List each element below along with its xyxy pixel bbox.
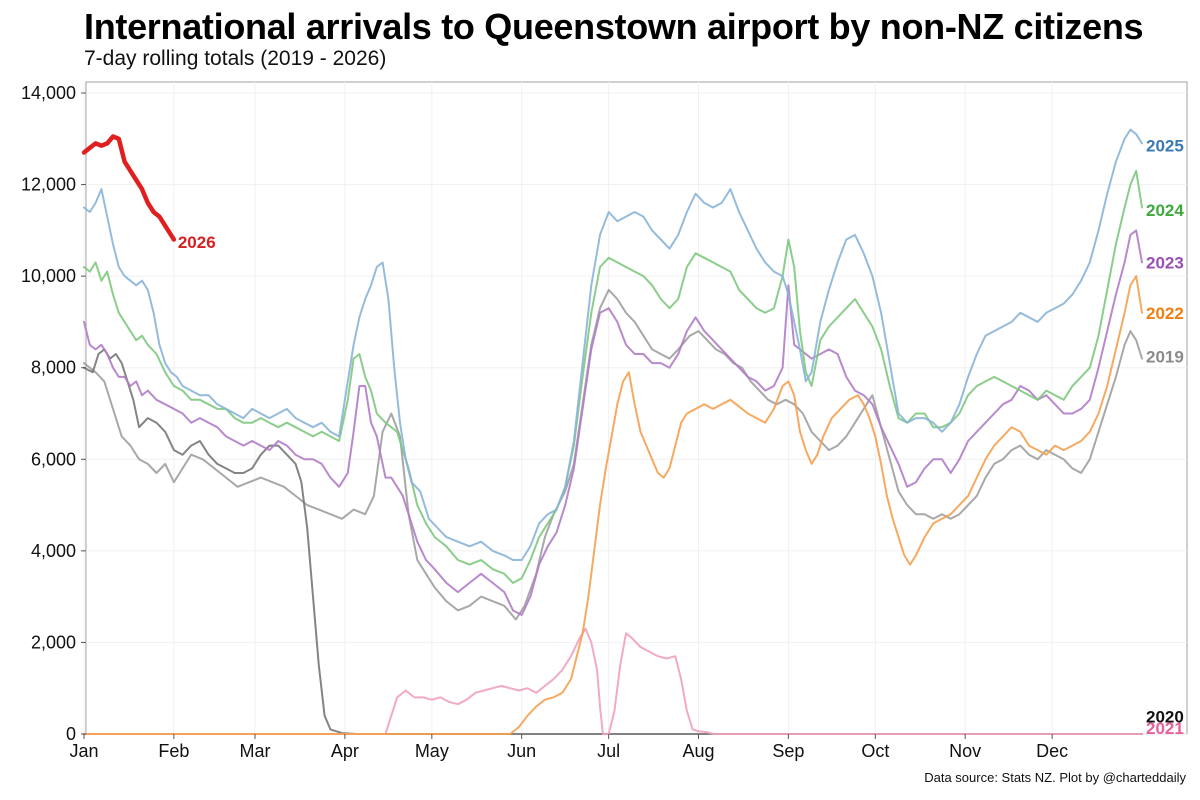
chart-title: International arrivals to Queenstown air… (84, 6, 1144, 47)
x-tick-label: May (415, 741, 449, 761)
end-label-2020: 2020 (1146, 708, 1184, 727)
series-line-2021 (83, 627, 1143, 735)
y-tick-label: 6,000 (31, 449, 76, 469)
x-tick-label: Mar (240, 741, 271, 761)
end-label-2021: 2021 (1146, 719, 1184, 738)
end-label-2025: 2025 (1146, 137, 1184, 156)
end-label-2026: 2026 (178, 233, 216, 252)
series-line-2024 (83, 169, 1143, 584)
x-tick-label: Feb (158, 741, 189, 761)
series-lines (81, 128, 1143, 735)
x-tick-label: Aug (682, 741, 714, 761)
x-tick-label: Jan (69, 741, 98, 761)
y-tick-label: 4,000 (31, 541, 76, 561)
data-source-caption: Data source: Stats NZ. Plot by @chartedd… (924, 770, 1186, 785)
x-tick-label: Apr (331, 741, 359, 761)
series-line-2019 (83, 288, 1143, 621)
series-line-2020 (83, 348, 1143, 735)
x-tick-label: Nov (949, 741, 981, 761)
y-tick-label: 2,000 (31, 632, 76, 652)
end-label-2022: 2022 (1146, 304, 1184, 323)
y-tick-label: 8,000 (31, 358, 76, 378)
end-label-2024: 2024 (1146, 201, 1184, 220)
chart-subtitle: 7-day rolling totals (2019 - 2026) (84, 47, 387, 70)
end-label-2023: 2023 (1146, 253, 1184, 272)
series-line-2023 (83, 229, 1143, 616)
x-tick-label: Jun (507, 741, 536, 761)
x-tick-label: Jul (597, 741, 620, 761)
y-axis: 0 2,000 4,000 6,000 8,000 10,000 12,000 14,000 (21, 83, 86, 744)
y-tick-label: 10,000 (21, 266, 76, 286)
series-line-2026 (81, 134, 177, 242)
y-tick-label: 0 (66, 724, 76, 744)
x-axis: Jan Feb Mar Apr May Jun Jul Aug Sep Oct Nov Dec (69, 734, 1068, 761)
y-tick-label: 12,000 (21, 175, 76, 195)
y-tick-label: 14,000 (21, 83, 76, 103)
series-line-2025 (83, 128, 1143, 561)
x-tick-label: Oct (861, 741, 889, 761)
x-tick-label: Sep (772, 741, 804, 761)
end-label-2019: 2019 (1146, 347, 1184, 366)
x-tick-label: Dec (1036, 741, 1068, 761)
series-line-2022 (83, 275, 1143, 735)
